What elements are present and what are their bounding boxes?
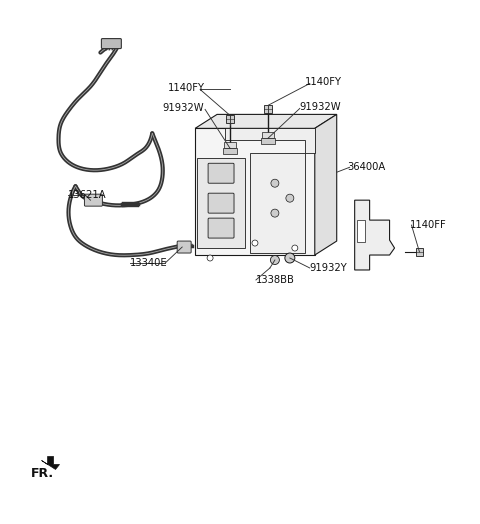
FancyBboxPatch shape [208, 218, 234, 238]
Polygon shape [195, 114, 336, 128]
FancyBboxPatch shape [208, 163, 234, 183]
FancyBboxPatch shape [417, 248, 423, 256]
Polygon shape [195, 128, 315, 154]
FancyBboxPatch shape [208, 193, 234, 213]
FancyBboxPatch shape [195, 128, 315, 255]
Polygon shape [42, 456, 60, 470]
Circle shape [207, 255, 213, 261]
Text: 91932W: 91932W [300, 102, 341, 113]
Polygon shape [315, 114, 336, 255]
Circle shape [271, 179, 279, 187]
Text: FR.: FR. [31, 467, 54, 480]
FancyBboxPatch shape [223, 148, 237, 154]
FancyBboxPatch shape [197, 158, 245, 248]
Text: 1140FF: 1140FF [409, 220, 446, 230]
Circle shape [285, 253, 295, 263]
Polygon shape [355, 200, 395, 270]
Text: 36400A: 36400A [348, 162, 386, 172]
FancyBboxPatch shape [264, 105, 272, 113]
Text: 1140FY: 1140FY [168, 83, 205, 93]
Circle shape [292, 245, 298, 251]
Circle shape [270, 256, 279, 265]
FancyBboxPatch shape [357, 220, 365, 242]
Text: 1140FY: 1140FY [305, 78, 342, 88]
Circle shape [286, 194, 294, 202]
Text: 13340E: 13340E [130, 258, 168, 268]
FancyBboxPatch shape [226, 115, 234, 123]
FancyBboxPatch shape [101, 39, 121, 49]
Text: 91932Y: 91932Y [310, 263, 348, 273]
Text: 91932W: 91932W [162, 103, 204, 113]
Circle shape [271, 209, 279, 217]
FancyBboxPatch shape [177, 241, 191, 253]
Text: 1338BB: 1338BB [256, 275, 295, 285]
FancyBboxPatch shape [84, 194, 102, 206]
Text: 13621A: 13621A [68, 190, 106, 200]
FancyBboxPatch shape [261, 138, 275, 144]
FancyBboxPatch shape [250, 154, 305, 253]
Circle shape [252, 240, 258, 246]
FancyBboxPatch shape [262, 133, 274, 138]
FancyBboxPatch shape [224, 143, 236, 148]
